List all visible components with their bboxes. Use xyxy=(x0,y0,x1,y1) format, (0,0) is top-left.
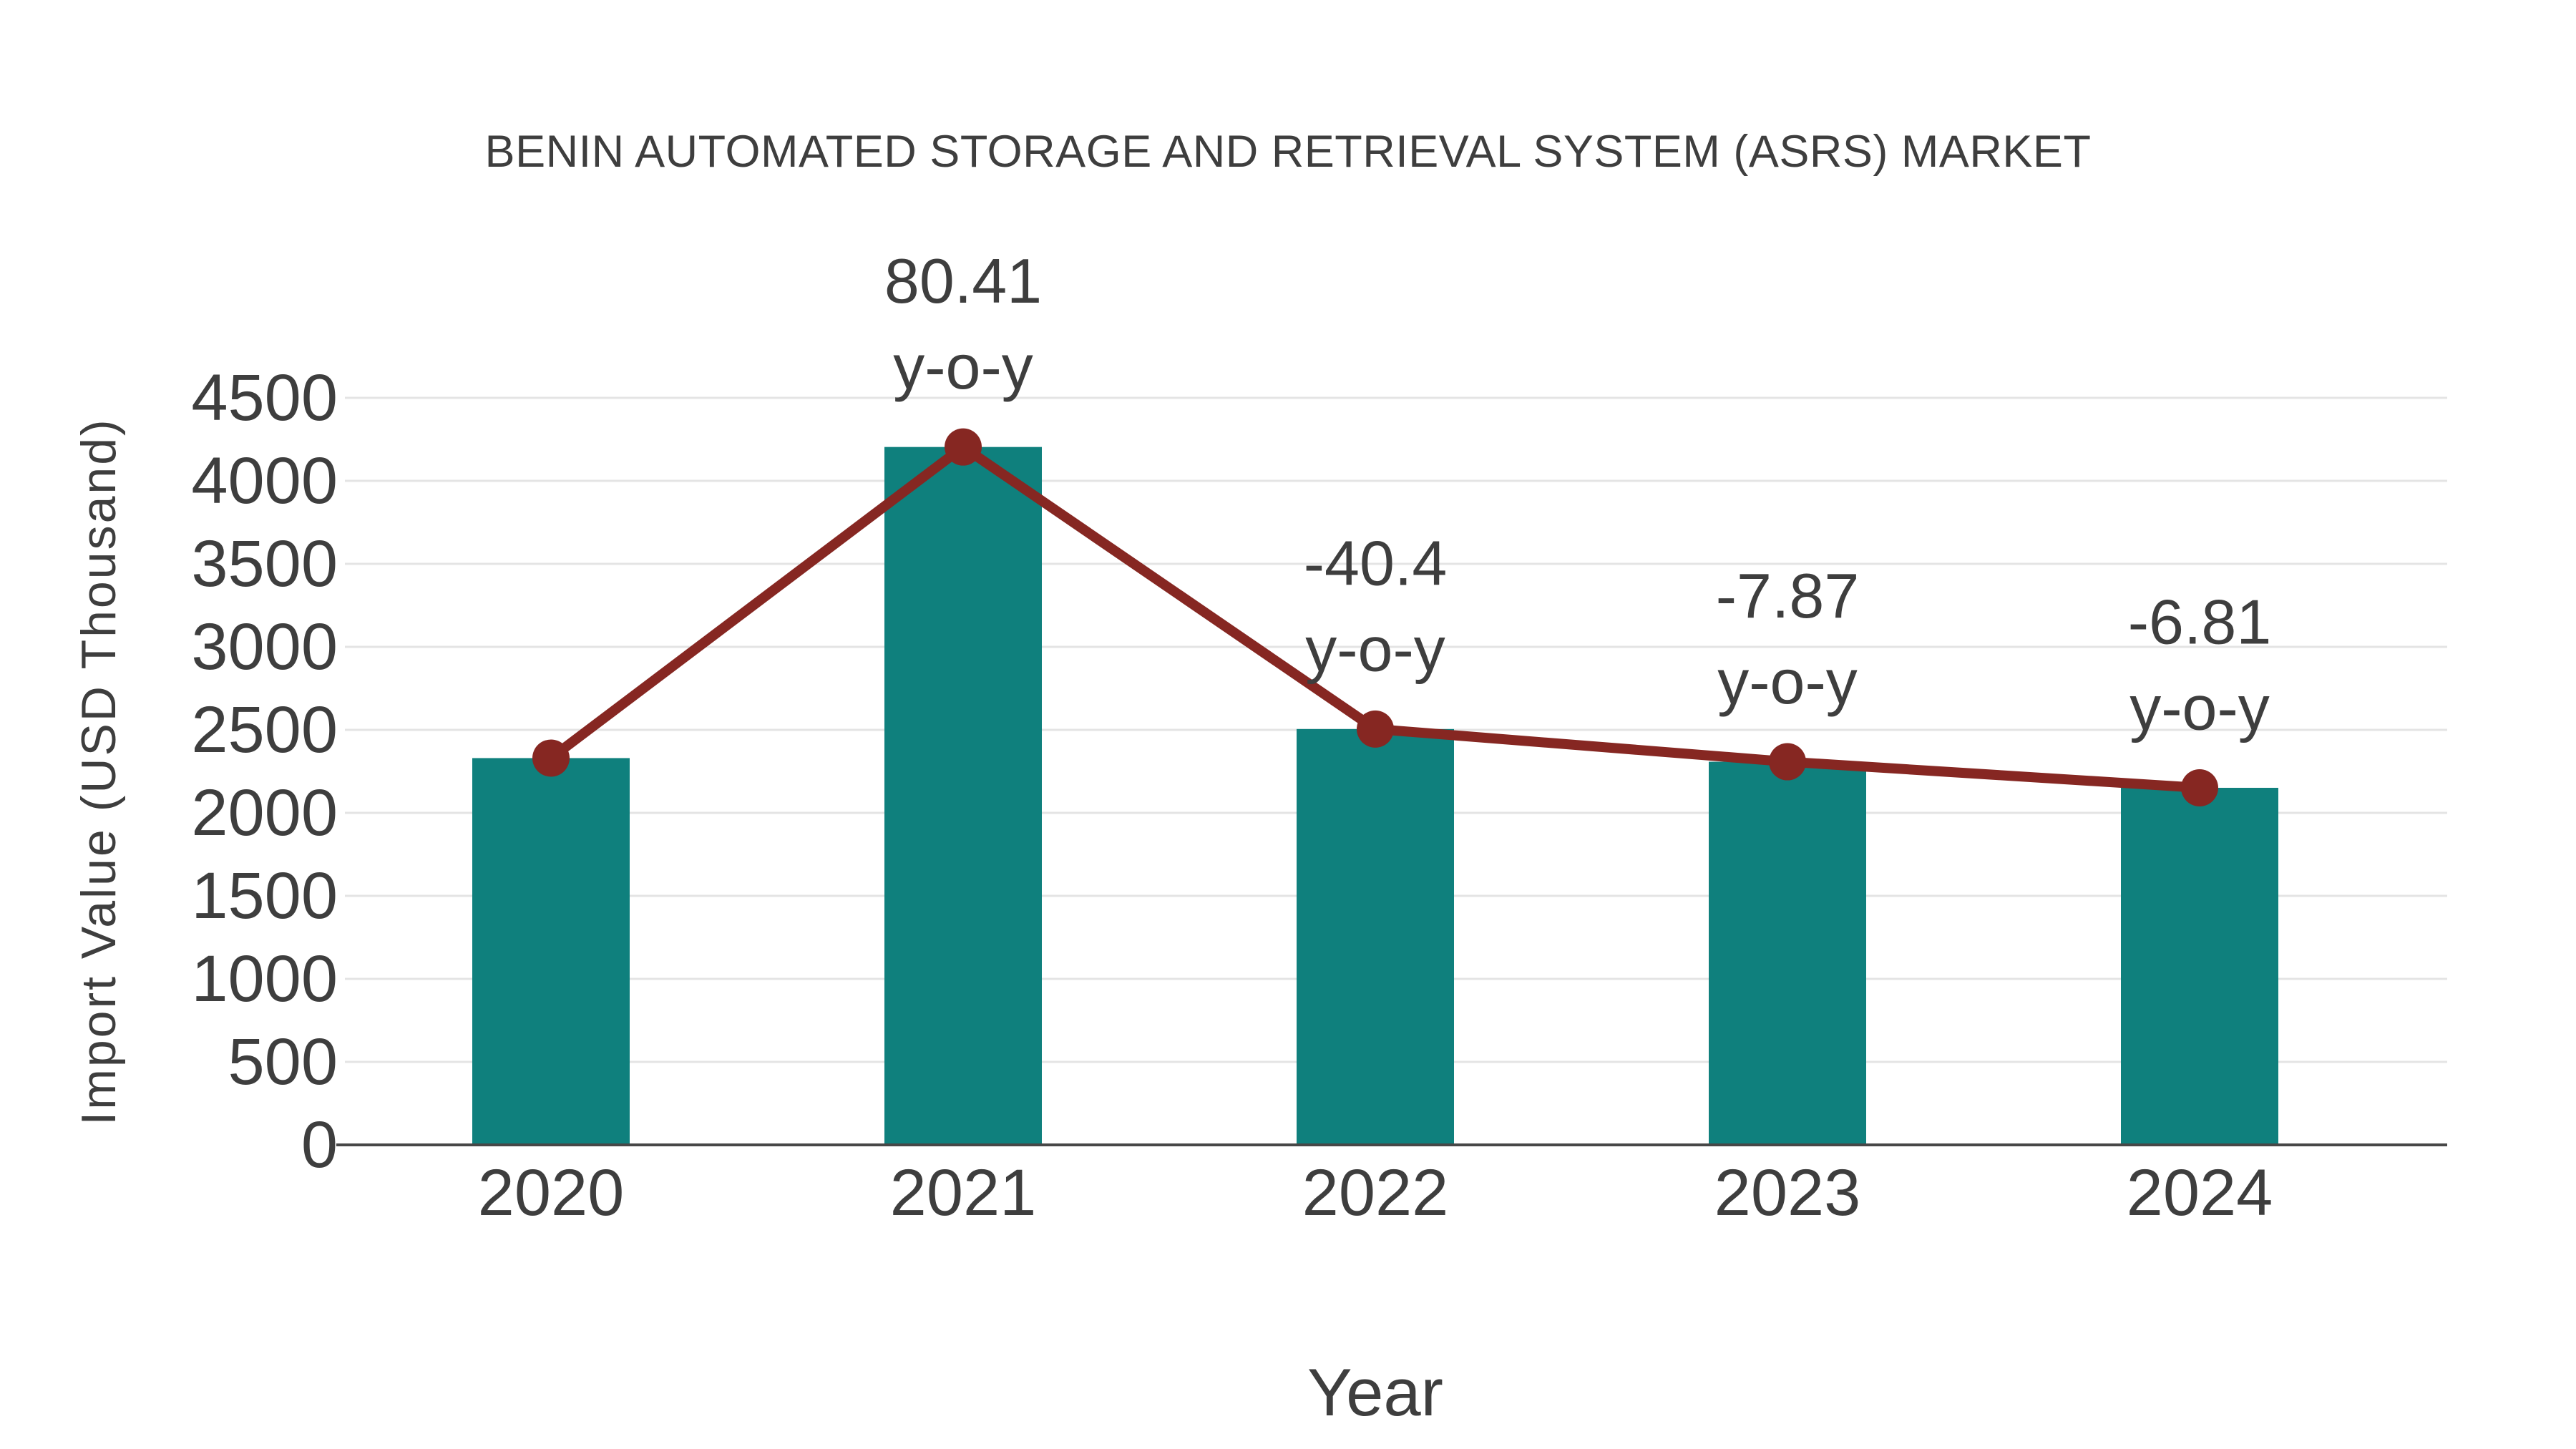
x-tick-label: 2023 xyxy=(1714,1156,1861,1229)
y-tick-label: 2500 xyxy=(191,693,338,766)
y-axis-title: Import Value (USD Thousand) xyxy=(72,417,126,1126)
y-tick-label: 4000 xyxy=(191,444,338,517)
x-tick-label: 2022 xyxy=(1302,1156,1449,1229)
data-point-marker-2023 xyxy=(1769,743,1806,781)
y-tick-label: 2000 xyxy=(191,776,338,849)
annotation-yoy-2022: y-o-y xyxy=(1305,613,1445,684)
bar-2024 xyxy=(2121,787,2278,1145)
y-tick-label: 1000 xyxy=(191,942,338,1015)
data-point-marker-2024 xyxy=(2181,769,2218,806)
x-axis-title: Year xyxy=(1307,1355,1443,1430)
x-tick-label: 2021 xyxy=(890,1156,1037,1229)
bar-2020 xyxy=(472,758,630,1145)
annotation-value-2022: -40.4 xyxy=(1304,527,1448,598)
annotation-yoy-2024: y-o-y xyxy=(2129,672,2270,743)
annotation-value-2023: -7.87 xyxy=(1716,560,1860,631)
y-tick-label: 3500 xyxy=(191,527,338,600)
x-tick-label: 2020 xyxy=(478,1156,625,1229)
y-tick-label: 3000 xyxy=(191,610,338,683)
annotation-value-2021: 80.41 xyxy=(884,245,1042,316)
data-point-marker-2022 xyxy=(1357,710,1394,748)
data-point-marker-2021 xyxy=(945,428,982,466)
annotation-value-2024: -6.81 xyxy=(2128,586,2272,657)
bar-2022 xyxy=(1297,728,1454,1145)
bar-2023 xyxy=(1709,761,1866,1145)
annotation-yoy-2021: y-o-y xyxy=(893,331,1033,402)
y-tick-label: 500 xyxy=(228,1025,338,1098)
y-tick-label: 0 xyxy=(301,1108,338,1181)
y-tick-label: 4500 xyxy=(191,361,338,434)
chart-title: BENIN AUTOMATED STORAGE AND RETRIEVAL SY… xyxy=(484,127,2092,177)
annotation-yoy-2023: y-o-y xyxy=(1717,646,1858,717)
x-tick-label: 2024 xyxy=(2127,1156,2273,1229)
y-tick-label: 1500 xyxy=(191,859,338,932)
data-point-marker-2020 xyxy=(532,739,570,777)
bar-2021 xyxy=(884,447,1042,1145)
